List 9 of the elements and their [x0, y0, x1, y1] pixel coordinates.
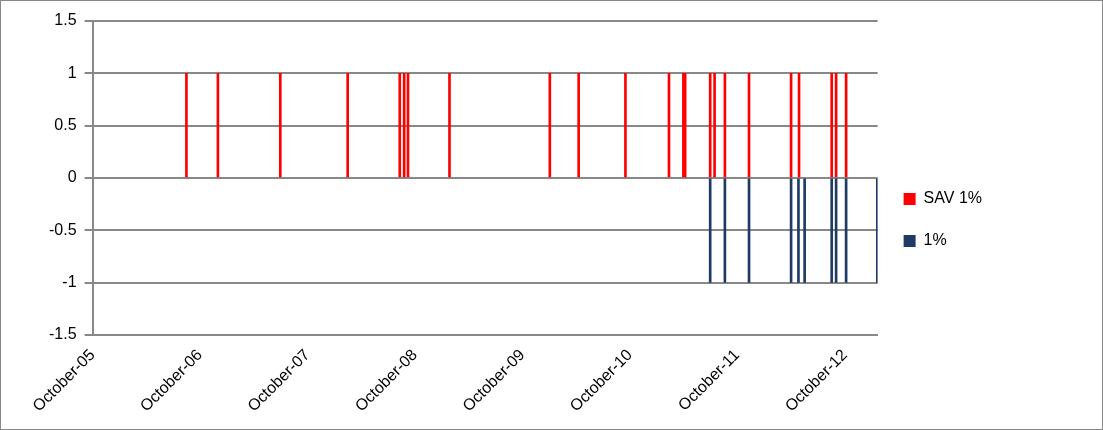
y-tick-label: -1 [62, 272, 77, 290]
legend-label: 1% [923, 231, 947, 249]
y-tick-label: 1 [67, 63, 77, 81]
y-tick-label: 1.5 [54, 11, 77, 29]
y-tick-label: -1.5 [48, 325, 77, 343]
y-tick-label: 0.5 [54, 116, 77, 134]
y-tick-label: 0 [67, 168, 77, 186]
legend-label: SAV 1% [923, 189, 983, 207]
y-tick-label: -0.5 [48, 220, 77, 238]
